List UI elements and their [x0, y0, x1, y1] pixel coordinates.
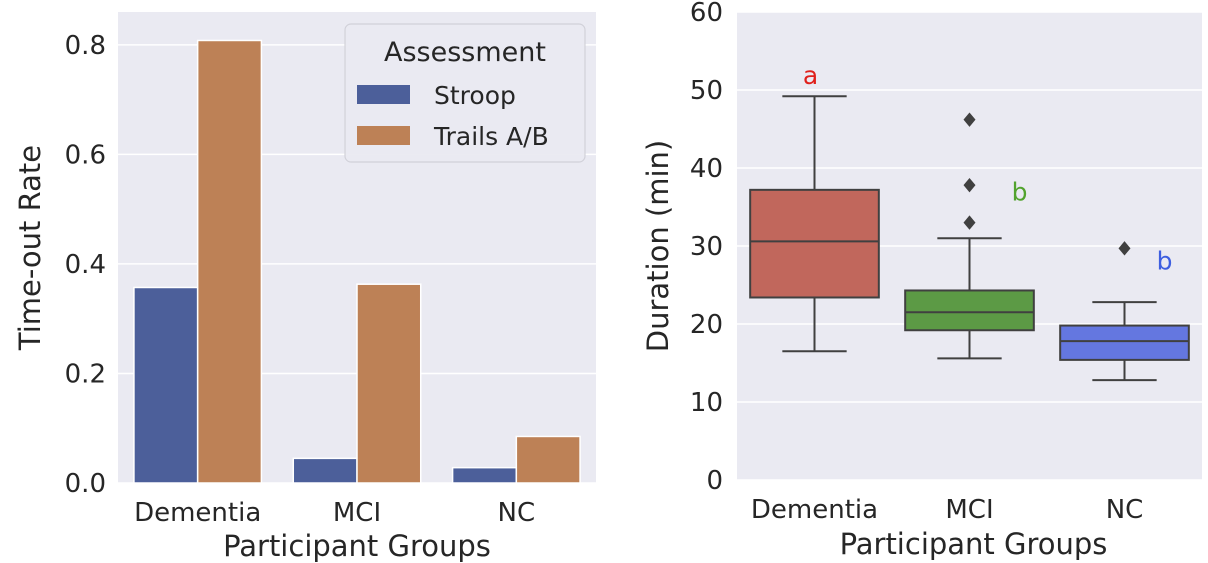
bar-trails-a-b-mci [356, 283, 422, 484]
bar-stroop-mci [292, 457, 358, 484]
x-tick-label: NC [498, 498, 536, 528]
y-tick-label: 10 [690, 388, 723, 418]
timeout-rate-bar-chart: 0.0 0.2 0.4 0.6 0.8 Dementia MCI NCParticipant … [13, 12, 596, 563]
legend-swatch-stroop [357, 85, 410, 104]
box-nc: b [1059, 241, 1190, 382]
y-tick-label: 20 [690, 310, 723, 340]
significance-letter: b [1157, 246, 1173, 275]
y-axis-label: Duration (min) [641, 140, 675, 353]
y-tick-label: 50 [690, 76, 723, 106]
legend-label: Stroop [434, 81, 516, 110]
box-iqr [904, 289, 1035, 332]
y-tick-label: 0.0 [65, 469, 106, 499]
y-tick-label: 0.8 [65, 31, 106, 61]
bar-stroop-nc [451, 466, 518, 484]
legend-label: Trails A/B [433, 122, 549, 151]
y-tick-label: 30 [690, 232, 723, 262]
y-axis-label: Time-out Rate [13, 145, 47, 351]
legend-swatch-trails-a-b [357, 126, 410, 145]
box-iqr [749, 188, 880, 299]
box-dementia: a [749, 61, 880, 353]
x-tick-label: MCI [945, 495, 993, 525]
bar-trails-a-b-dementia [196, 39, 263, 484]
x-tick-label: NC [1106, 495, 1144, 525]
duration-box-plot: 0 10 20 30 40 50 60 a Dementia b MCI b NCParticipant… [641, 0, 1202, 561]
bar-stroop-dementia [133, 286, 199, 484]
bar-trails-a-b-nc [515, 435, 581, 484]
significance-letter: a [803, 61, 818, 90]
y-tick-label: 0.4 [65, 250, 106, 280]
box-iqr [1059, 324, 1190, 361]
y-tick-label: 60 [690, 0, 723, 28]
x-tick-label: MCI [333, 498, 381, 528]
outlier-point [1118, 241, 1131, 256]
legend: Assessment Stroop Trails A/B [344, 23, 586, 163]
outlier-point [963, 177, 976, 193]
x-tick-label: Dementia [751, 495, 878, 525]
outlier-point [963, 112, 976, 127]
x-tick-label: Dementia [134, 498, 261, 528]
significance-letter: b [1012, 178, 1028, 207]
y-tick-label: 0.6 [65, 140, 106, 170]
box-mci: b [904, 112, 1035, 360]
x-axis-label: Participant Groups [223, 529, 491, 563]
x-axis-label: Participant Groups [840, 527, 1108, 561]
outlier-point [963, 215, 976, 230]
y-tick-label: 0 [706, 466, 723, 496]
y-tick-label: 0.2 [65, 359, 106, 389]
legend-title: Assessment [384, 37, 546, 68]
y-tick-label: 40 [690, 154, 723, 184]
